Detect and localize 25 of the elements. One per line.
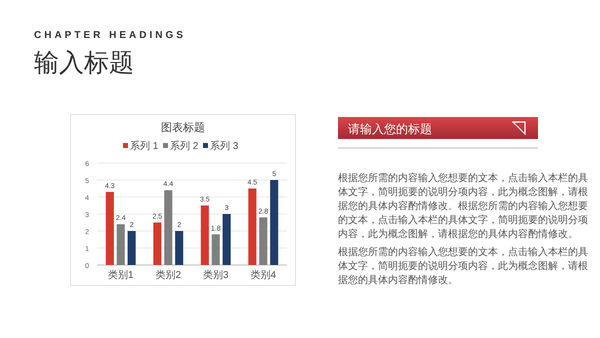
text: 输入标题 — [34, 48, 134, 79]
bar — [175, 231, 184, 265]
text: 请输入您的标题 — [348, 121, 432, 138]
bar — [106, 192, 114, 265]
legend-label: 系列 3 — [210, 140, 239, 152]
bar — [116, 224, 125, 265]
text: 根据您所需的内容输入您想要的文本，点击输入本栏的具体文字，简明扼要的说明分项内容，此为概念图解，请根据您的具体内容酌情修改。根据您所需的内容输入您想要的文本，点击输入本栏的具体文字，简明扼要的说明分项内容，此为概念图解，请根据您的具体内容酌情修改。 — [338, 172, 589, 242]
chart-title: 图表标题 — [161, 121, 205, 134]
bar — [222, 214, 231, 265]
bar — [153, 222, 162, 265]
bar — [270, 180, 278, 265]
bar — [128, 231, 136, 265]
x-tick-label: 类别3 — [202, 269, 229, 281]
bar — [200, 206, 209, 265]
legend-label: 系列 1 — [130, 140, 159, 152]
x-tick-label: 类别4 — [250, 269, 276, 281]
bar — [259, 217, 268, 265]
bar — [164, 190, 172, 265]
text: 根据您所需的内容输入您想要的文本，点击输入本栏的具体文字，简明扼要的说明分项内容，此为概念图解，请根据您的具体内容酌情修改。 — [338, 246, 589, 288]
bar — [212, 234, 220, 265]
text: CHAPTER HEADINGS — [34, 30, 186, 41]
x-tick-label: 类别2 — [155, 269, 182, 281]
bar — [248, 188, 256, 265]
x-tick-label: 类别1 — [108, 269, 134, 281]
legend-label: 系列 2 — [170, 140, 199, 152]
